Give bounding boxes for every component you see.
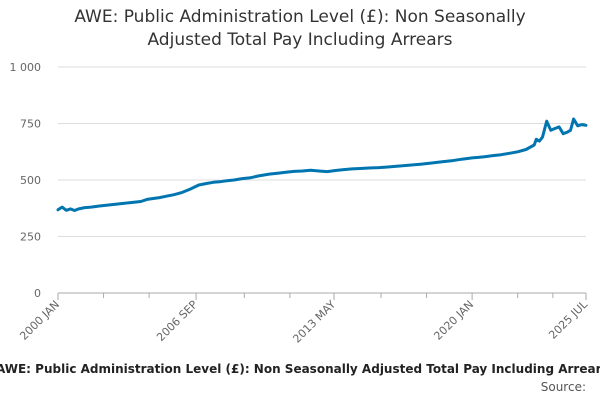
x-tick-label: 2020 JAN <box>431 298 476 343</box>
chart-title-line-1: AWE: Public Administration Level (£): No… <box>74 7 526 27</box>
y-axis-labels: 0 250 500 750 1 000 <box>10 61 42 300</box>
chart-caption: AWE: Public Administration Level (£): No… <box>0 362 600 376</box>
y-tick-label: 250 <box>20 231 41 244</box>
chart-title: AWE: Public Administration Level (£): No… <box>0 6 600 52</box>
y-tick-label: 0 <box>34 287 41 300</box>
x-tick-label: 2013 MAY <box>290 298 338 346</box>
grid-lines <box>58 66 586 237</box>
x-tick-label: 2006 SEP <box>154 298 200 344</box>
y-tick-label: 500 <box>20 174 41 187</box>
x-tick-label: 2000 JAN <box>17 298 62 343</box>
x-tick-label: 2025 JUL <box>546 297 590 341</box>
chart-title-line-2: Adjusted Total Pay Including Arrears <box>147 30 453 50</box>
y-tick-label: 750 <box>20 118 41 131</box>
x-axis <box>57 292 587 300</box>
series-line <box>56 117 588 212</box>
source-label: Source: <box>540 380 586 394</box>
series-layer <box>56 117 588 212</box>
y-tick-label: 1 000 <box>10 61 42 74</box>
x-axis-labels: 2000 JAN 2006 SEP 2013 MAY 2020 JAN 2025 JUL <box>17 297 590 345</box>
